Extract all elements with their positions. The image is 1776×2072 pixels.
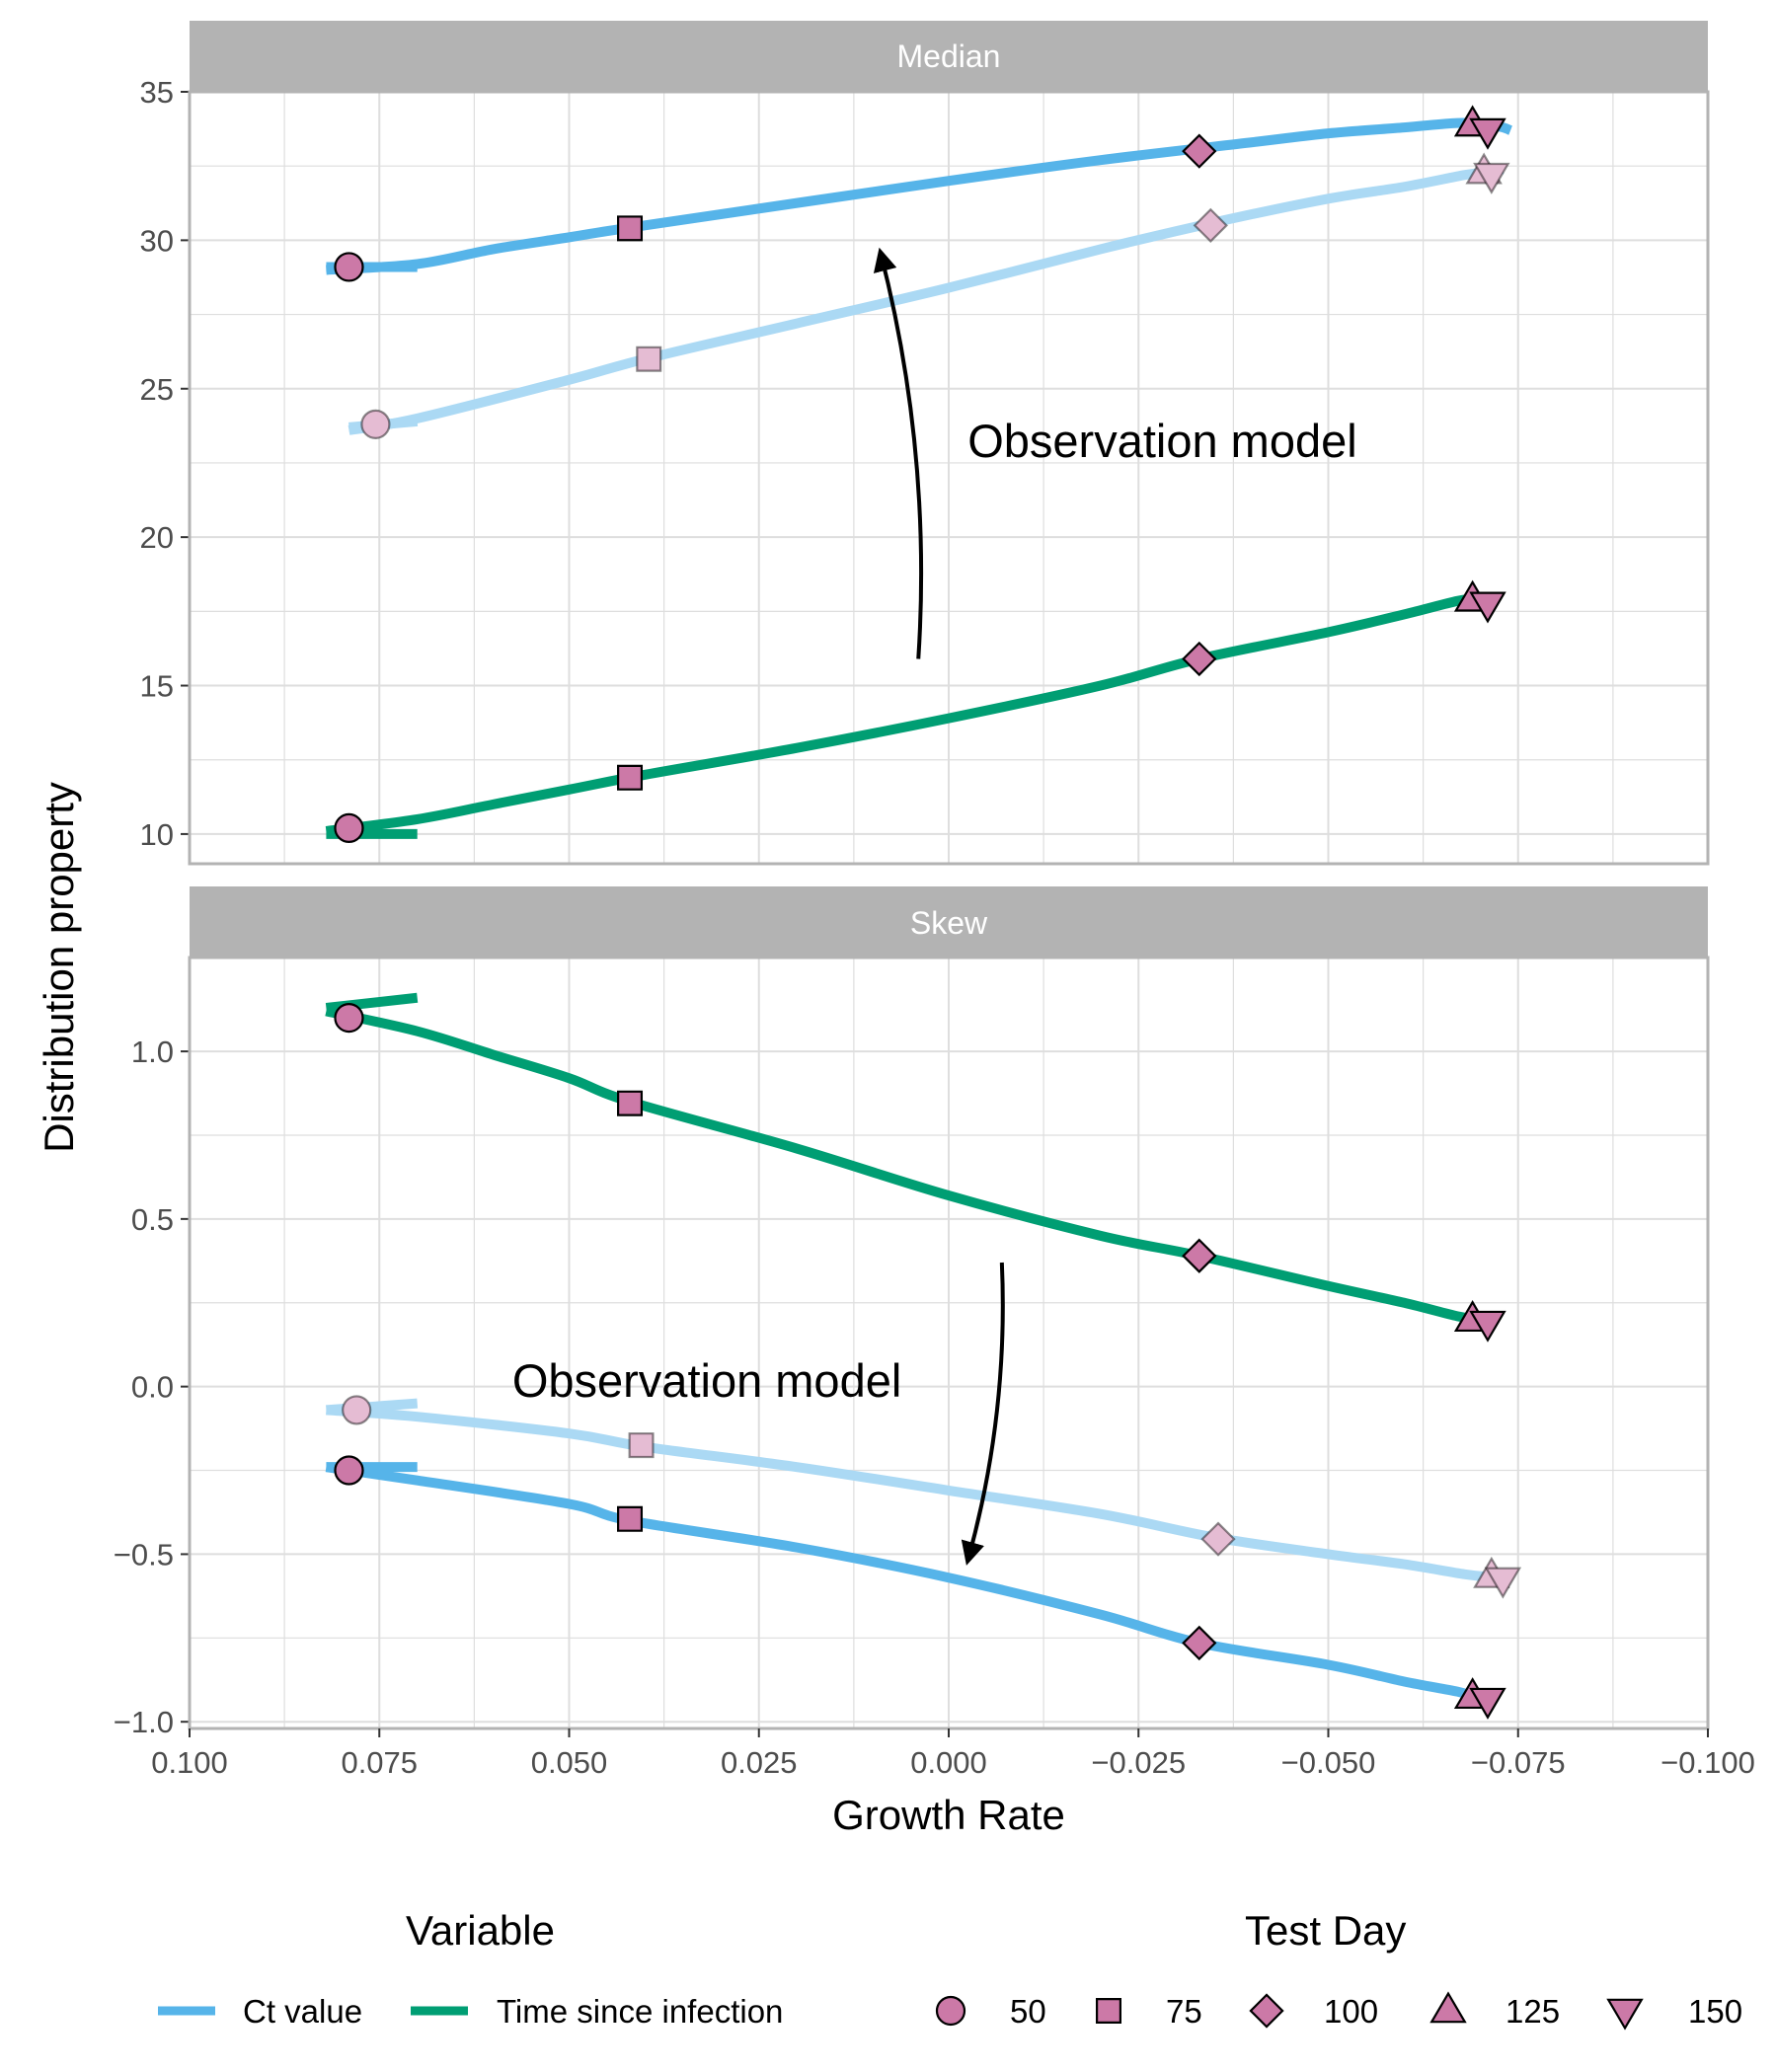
- marker-median-1-day-50: [360, 409, 391, 439]
- y-tick-label-skew: −0.5: [114, 1537, 174, 1572]
- x-tick-label: 0.100: [151, 1745, 228, 1780]
- y-tick-label-skew: 0.5: [131, 1202, 174, 1237]
- legend-label-day-150: 150: [1688, 1993, 1742, 2030]
- legend-key-day-100: [1249, 1993, 1284, 2029]
- legend-test-day-keys: [935, 1991, 1644, 2031]
- marker-median-2-day-100: [1182, 641, 1217, 677]
- y-tick-label-skew: 0.0: [131, 1370, 174, 1405]
- y-tick-label-median: 15: [140, 669, 174, 704]
- legend-key-day-50: [935, 1995, 966, 2027]
- marker-skew-0-day-75: [617, 1090, 644, 1116]
- x-tick-label: −0.025: [1091, 1745, 1186, 1780]
- marker-median-2-day-50: [334, 812, 364, 844]
- marker-skew-1-day-100: [1200, 1521, 1236, 1557]
- marker-median-0-day-100: [1182, 133, 1217, 169]
- strip-skew: [190, 886, 1708, 958]
- x-axis-title: Growth Rate: [832, 1792, 1065, 1838]
- marker-median-0-day-75: [617, 215, 644, 242]
- marker-skew-2-day-150: [1469, 1687, 1506, 1720]
- strip-median: [190, 21, 1708, 92]
- marker-skew-0-day-100: [1182, 1238, 1217, 1273]
- plot-area-skew: −1.0 −0.5 0.0 0.5 1.0 Observation model: [114, 956, 1710, 1739]
- series-line-skew-2: [325, 1462, 1497, 1707]
- legend-title-variable: Variable: [406, 1907, 555, 1954]
- marker-skew-1-day-75: [628, 1432, 655, 1459]
- legend-label-day-50: 50: [1010, 1993, 1046, 2030]
- y-tick-label-median: 25: [140, 372, 174, 407]
- strip-title-median: Median: [897, 38, 1001, 74]
- legend-title-test-day: Test Day: [1245, 1907, 1406, 1954]
- panel-border-median: [188, 90, 1710, 866]
- legend-key-day-125: [1429, 1991, 1467, 2024]
- marker-skew-1-day-50: [342, 1395, 372, 1425]
- legend-key-day-75: [1096, 1998, 1121, 2024]
- annotation-skew: Observation model: [512, 1354, 901, 1407]
- legend: Variable Test Day Ct value Time since in…: [158, 1907, 1742, 2031]
- series-line-skew-1: [326, 1405, 1512, 1586]
- marker-skew-0-day-50: [334, 1003, 364, 1034]
- marker-skew-1-day-150: [1484, 1567, 1522, 1599]
- strip-title-skew: Skew: [910, 905, 988, 941]
- marker-skew-2-day-100: [1182, 1625, 1217, 1661]
- x-tick-label: −0.050: [1281, 1745, 1376, 1780]
- y-tick-label-skew: 1.0: [131, 1035, 174, 1069]
- x-tick-label: −0.075: [1471, 1745, 1566, 1780]
- legend-label-time-since-infection: Time since infection: [497, 1993, 783, 2030]
- marker-median-0-day-150: [1469, 117, 1506, 150]
- y-tick-label-median: 10: [140, 817, 174, 852]
- series-line-skew-0: [325, 1006, 1497, 1329]
- y-tick-label-median: 35: [140, 75, 174, 110]
- x-tick-label: −0.100: [1660, 1745, 1755, 1780]
- marker-median-1-day-150: [1473, 162, 1510, 194]
- marker-median-2-day-150: [1469, 591, 1506, 624]
- x-tick-label: 0.075: [341, 1745, 418, 1780]
- series-tail-skew-1: [326, 1398, 419, 1416]
- y-tick-label-median: 30: [140, 223, 174, 258]
- marker-median-1-day-75: [636, 345, 662, 372]
- y-tick-label-skew: −1.0: [114, 1705, 174, 1739]
- legend-label-day-125: 125: [1506, 1993, 1560, 2030]
- legend-key-day-150: [1606, 1998, 1644, 2031]
- series-line-median-2: [325, 592, 1497, 836]
- legend-label-ct-value: Ct value: [243, 1993, 362, 2030]
- x-tick-label: 0.000: [910, 1745, 987, 1780]
- panel-skew: Skew −1.0 −0.5 0.0 0.5 1.0 Observation model: [114, 886, 1710, 1739]
- legend-label-day-75: 75: [1166, 1993, 1202, 2030]
- y-tick-label-median: 20: [140, 520, 174, 555]
- marker-skew-0-day-150: [1469, 1310, 1506, 1343]
- x-tick-label: 0.050: [531, 1745, 608, 1780]
- legend-label-day-100: 100: [1324, 1993, 1378, 2030]
- annotation-median: Observation model: [967, 415, 1356, 467]
- marker-skew-2-day-50: [334, 1455, 364, 1486]
- x-tick-label: 0.025: [721, 1745, 798, 1780]
- arrow-median: [873, 247, 924, 659]
- marker-median-0-day-50: [334, 252, 364, 282]
- arrow-skew: [961, 1262, 1005, 1566]
- plot-area-median: 10 15 20 25 30 35 Observation model: [140, 75, 1710, 866]
- marker-skew-2-day-75: [617, 1505, 644, 1532]
- x-axis: 0.100 0.075 0.050 0.025 0.000 −0.025 −0.050 −0.…: [151, 1728, 1755, 1780]
- marker-median-2-day-75: [617, 764, 644, 791]
- y-axis-title: Distribution property: [36, 782, 82, 1153]
- marker-median-1-day-100: [1193, 207, 1228, 244]
- panel-median: Median 10 15 20 25 30 35 Observation model: [140, 21, 1710, 866]
- series-line-median-1: [347, 164, 1505, 435]
